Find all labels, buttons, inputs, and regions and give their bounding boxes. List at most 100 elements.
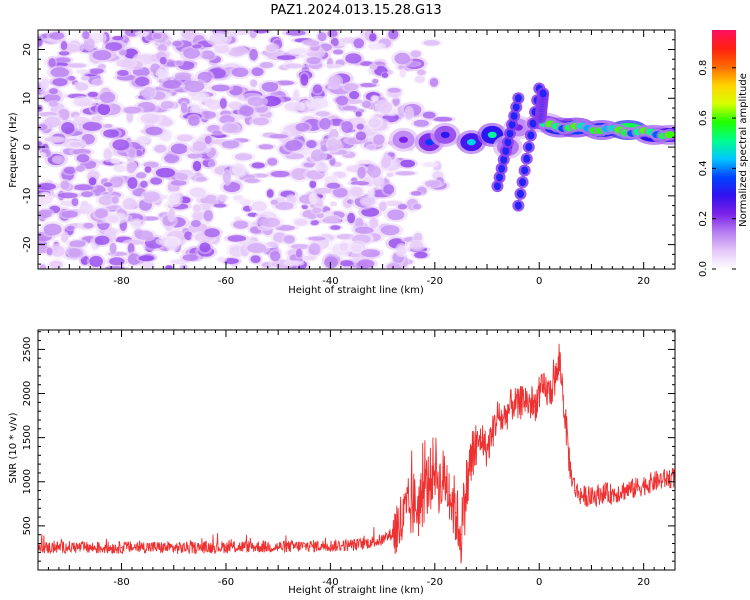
noise-blob [231, 163, 246, 176]
noise-blob [188, 116, 200, 126]
spectrogram-panel: -80 -60 -40 -20 0 20 -20 -10 0 10 20 Height of st… [8, 29, 676, 296]
noise-blob [172, 40, 182, 47]
snr-data-point [611, 493, 613, 495]
noise-blob [414, 75, 425, 83]
snr-data-point [481, 437, 483, 439]
noise-blob [276, 55, 296, 61]
snr-data-point [643, 484, 645, 486]
noise-blob [58, 51, 70, 56]
noise-blob [258, 144, 274, 150]
noise-blob [109, 257, 125, 266]
noise-blob [105, 42, 123, 51]
noise-blob [397, 204, 408, 210]
noise-blob [291, 243, 310, 250]
noise-blob [131, 220, 142, 229]
snr-data-point [543, 388, 546, 390]
snr-data-point [251, 546, 253, 548]
snr-data-point [653, 481, 655, 483]
noise-blob [57, 192, 78, 199]
noise-blob [306, 57, 321, 65]
noise-blob [69, 248, 81, 258]
noise-blob [413, 119, 429, 127]
signal-streak [504, 138, 512, 147]
noise-blob [81, 76, 89, 81]
noise-blob [87, 91, 99, 97]
noise-blob [357, 259, 375, 269]
noise-blob [251, 201, 267, 212]
noise-blob [387, 87, 401, 93]
noise-blob [326, 182, 341, 189]
noise-blob [380, 225, 400, 236]
noise-blob [89, 68, 104, 74]
noise-blob [142, 261, 155, 269]
noise-blob [400, 159, 416, 168]
x-tick-label: 0 [536, 577, 542, 588]
snr-data-point [434, 463, 436, 465]
signal-streak [514, 94, 522, 103]
noise-blob [44, 137, 64, 142]
noise-blob [200, 50, 215, 60]
signal-core [440, 131, 450, 139]
signal-core [487, 131, 497, 139]
noise-blob [367, 43, 384, 50]
snr-data-point [496, 414, 499, 417]
figure-title: PAZ1.2024.013.15.28.G13 [270, 3, 441, 18]
noise-blob [422, 111, 436, 119]
signal-band [664, 131, 675, 139]
noise-blob [368, 118, 381, 128]
noise-blob [189, 187, 206, 198]
snr-data-point [428, 481, 431, 483]
snr-data-point [486, 450, 488, 452]
noise-blob [191, 219, 201, 228]
noise-blob [369, 33, 377, 42]
noise-blob [386, 263, 401, 269]
noise-blob [213, 203, 227, 208]
snr-data-point [460, 534, 462, 536]
snr-data-point [147, 546, 149, 548]
snr-data-point [559, 362, 561, 364]
noise-blob [203, 210, 213, 222]
noise-blob [361, 100, 372, 108]
noise-blob [46, 247, 53, 256]
noise-blob [361, 249, 381, 258]
noise-blob [170, 143, 188, 155]
noise-blob [362, 197, 376, 206]
noise-blob [76, 154, 90, 163]
noise-blob [310, 219, 319, 226]
noise-blob [168, 208, 175, 220]
noise-blob [332, 49, 344, 55]
snr-data-point [392, 532, 394, 534]
noise-blob [424, 180, 440, 188]
noise-blob [140, 180, 148, 188]
noise-blob [233, 220, 249, 229]
snr-data-point [444, 476, 446, 478]
noise-blob [165, 265, 173, 269]
snr-data-point [549, 392, 551, 395]
noise-blob [111, 196, 119, 204]
snr-data-point [580, 494, 582, 496]
y-tick-label: -20 [22, 236, 33, 252]
colorbar-tick-label: 0.4 [698, 160, 709, 176]
snr-data-point [475, 445, 478, 448]
noise-blob [43, 223, 62, 236]
noise-blob [93, 79, 103, 86]
noise-blob [135, 149, 143, 157]
noise-blob [209, 161, 216, 167]
noise-blob [175, 60, 183, 66]
snr-data-point [423, 489, 425, 492]
snr-data-point [512, 401, 514, 403]
noise-blob [73, 184, 94, 191]
spectrogram-frame [37, 29, 676, 270]
noise-blob [217, 194, 228, 202]
noise-blob [103, 182, 113, 187]
noise-blob [231, 67, 249, 77]
y-tick-label: 1500 [22, 425, 33, 450]
noise-blob [180, 103, 188, 114]
noise-blob [217, 257, 226, 262]
noise-blob [204, 228, 220, 238]
noise-blob [206, 99, 221, 110]
signal-core [466, 139, 476, 146]
noise-blob [410, 191, 422, 196]
noise-blob [122, 197, 137, 210]
